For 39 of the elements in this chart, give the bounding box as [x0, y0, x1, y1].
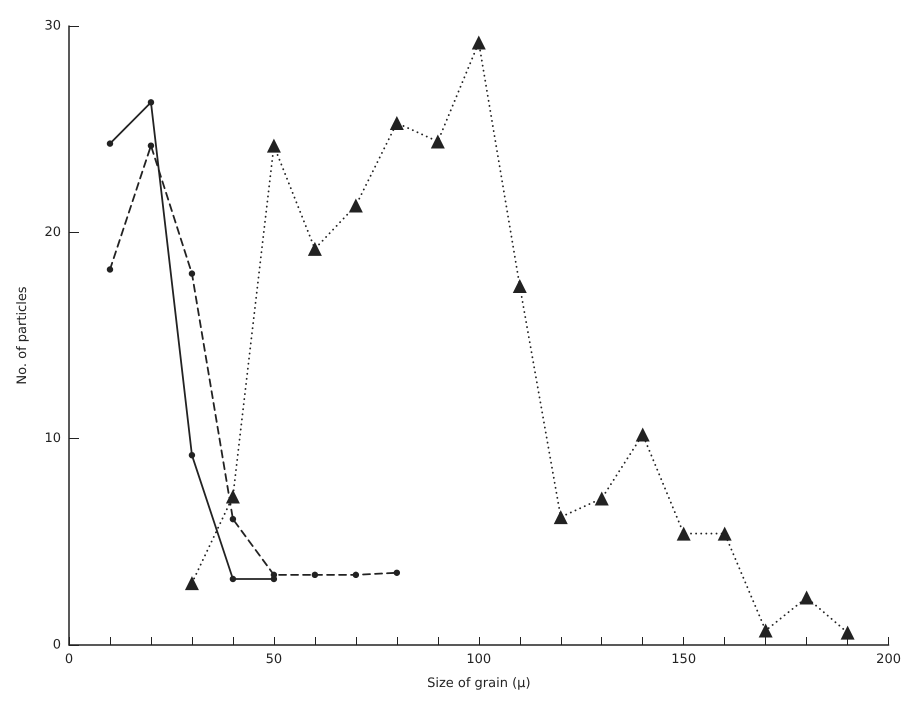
point: [148, 99, 154, 106]
point: [390, 116, 404, 130]
point: [394, 570, 400, 576]
y-tick-label: 10: [44, 431, 61, 446]
point: [718, 526, 732, 541]
point: [430, 134, 445, 149]
point: [266, 138, 281, 153]
point: [184, 576, 199, 590]
x-tick-label: 200: [876, 652, 902, 667]
point: [758, 624, 773, 638]
x-tick-label: 100: [466, 652, 492, 667]
point: [676, 526, 691, 541]
x-tick-label: 50: [266, 652, 282, 667]
point: [594, 492, 609, 506]
y-axis-title: No. of particles: [15, 286, 30, 385]
point: [106, 266, 114, 273]
point: [352, 572, 360, 578]
x-tick-label: 150: [671, 652, 696, 667]
point: [230, 516, 236, 522]
y-tick-label: 0: [52, 638, 61, 652]
point: [188, 270, 196, 277]
point: [106, 140, 114, 147]
point: [840, 626, 855, 640]
point: [348, 198, 363, 213]
point: [636, 428, 650, 442]
point: [148, 142, 154, 149]
point: [308, 242, 322, 256]
point: [230, 576, 236, 582]
x-axis-title: Size of grain (μ): [427, 676, 531, 691]
point: [188, 452, 196, 458]
point: [472, 36, 486, 50]
y-tick-label: 30: [44, 18, 61, 34]
point: [512, 278, 527, 293]
point: [226, 489, 240, 504]
y-tick-label: 20: [44, 224, 61, 240]
x-tick-label: 0: [64, 652, 74, 667]
point: [800, 590, 814, 605]
point: [312, 572, 318, 578]
point: [554, 510, 568, 524]
